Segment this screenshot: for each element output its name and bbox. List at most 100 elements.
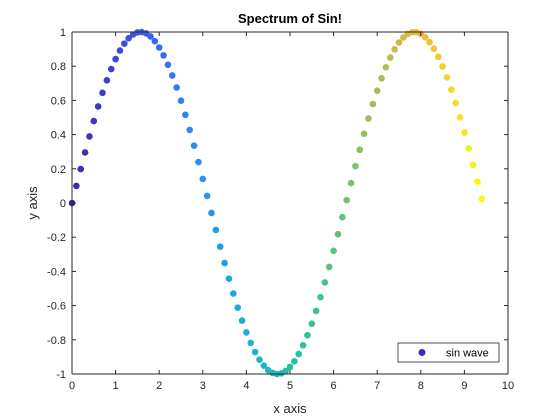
legend-marker <box>419 349 426 356</box>
data-point <box>365 115 372 122</box>
data-point <box>322 279 329 286</box>
y-tick-label: 0.8 <box>51 61 66 73</box>
data-point <box>91 118 98 125</box>
data-point <box>317 294 324 301</box>
y-axis-title: y axis <box>25 186 40 220</box>
data-point <box>444 74 451 81</box>
data-point <box>361 130 368 137</box>
x-tick-label: 1 <box>113 380 119 392</box>
x-tick-label: 8 <box>418 380 424 392</box>
data-point <box>108 66 115 73</box>
data-point <box>287 364 294 371</box>
data-point <box>208 210 215 217</box>
data-point <box>247 340 254 347</box>
data-point <box>291 358 298 365</box>
y-tick-label: -0.4 <box>47 266 66 278</box>
data-point <box>470 162 477 169</box>
data-point <box>104 77 111 84</box>
data-point <box>452 100 459 107</box>
data-point <box>396 39 403 46</box>
legend: sin wave <box>398 343 499 362</box>
data-point <box>117 47 124 54</box>
data-point <box>330 247 337 254</box>
data-point <box>457 114 464 121</box>
data-point <box>374 87 381 94</box>
data-point <box>431 45 438 52</box>
data-point <box>173 84 180 91</box>
x-tick-label: 10 <box>502 380 514 392</box>
data-point <box>200 176 207 183</box>
data-point <box>300 342 307 349</box>
data-point <box>326 264 333 271</box>
data-point <box>348 180 355 187</box>
data-point <box>461 129 468 136</box>
data-point <box>465 145 472 152</box>
data-point <box>448 86 455 93</box>
data-point <box>156 44 163 51</box>
x-axis-title: x axis <box>273 401 307 416</box>
data-point <box>86 133 93 140</box>
data-point <box>295 351 302 358</box>
data-point <box>335 231 342 238</box>
data-point <box>95 103 102 110</box>
data-point <box>239 317 246 324</box>
data-point <box>256 356 263 363</box>
data-point <box>479 195 486 202</box>
y-tick-label: 0 <box>60 198 66 210</box>
data-point <box>474 178 481 185</box>
data-point <box>226 275 233 282</box>
legend-label: sin wave <box>446 348 489 360</box>
data-point <box>195 159 202 166</box>
x-tick-label: 9 <box>461 380 467 392</box>
y-tick-label: 0.4 <box>51 130 66 142</box>
data-point <box>304 332 311 339</box>
data-point <box>387 54 394 61</box>
y-tick-label: 0.6 <box>51 95 66 107</box>
data-point <box>439 63 446 70</box>
data-point <box>234 304 241 311</box>
data-point <box>352 163 359 170</box>
y-tick-label: -0.8 <box>47 335 66 347</box>
data-point <box>191 142 198 149</box>
data-point <box>243 329 250 336</box>
data-point <box>204 193 211 200</box>
x-tick-label: 7 <box>374 380 380 392</box>
data-point <box>99 90 106 97</box>
data-point <box>230 290 237 297</box>
data-point <box>112 56 119 63</box>
data-point <box>343 197 350 204</box>
x-tick-label: 6 <box>331 380 337 392</box>
chart-title: Spectrum of Sin! <box>238 11 342 26</box>
data-point <box>217 243 224 250</box>
data-point <box>213 227 220 234</box>
data-point <box>309 320 316 327</box>
data-point <box>426 39 433 46</box>
data-point <box>391 46 398 53</box>
data-point <box>435 54 442 61</box>
y-tick-label: -0.2 <box>47 232 66 244</box>
data-point <box>422 34 429 41</box>
data-point <box>73 183 80 190</box>
data-point <box>313 308 320 315</box>
data-point <box>77 166 84 173</box>
data-point <box>356 146 363 153</box>
data-point <box>186 127 193 134</box>
data-point <box>152 38 159 45</box>
data-point <box>169 72 176 79</box>
data-point <box>82 149 89 156</box>
data-point <box>178 97 185 104</box>
data-point <box>165 61 172 68</box>
y-tick-label: -1 <box>56 369 66 381</box>
x-tick-label: 4 <box>243 380 249 392</box>
data-point <box>121 40 128 47</box>
x-tick-label: 0 <box>69 380 75 392</box>
data-point <box>378 75 385 82</box>
y-tick-label: -0.6 <box>47 301 66 313</box>
data-point <box>160 52 167 59</box>
y-tick-label: 1 <box>60 27 66 39</box>
data-point <box>339 214 346 221</box>
y-tick-label: 0.2 <box>51 164 66 176</box>
x-tick-label: 5 <box>287 380 293 392</box>
